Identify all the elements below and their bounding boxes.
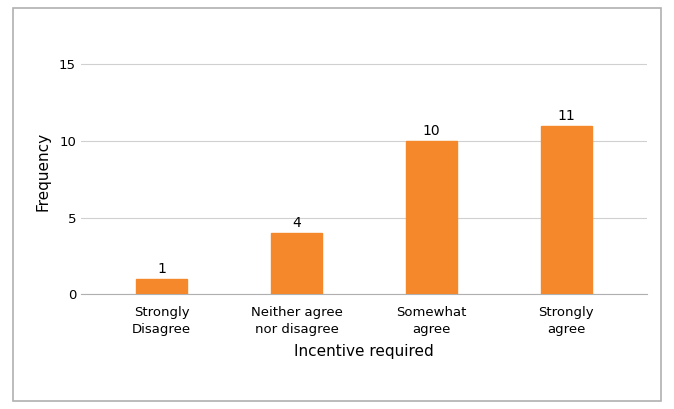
- Bar: [541, 126, 592, 294]
- Text: 11: 11: [557, 109, 575, 123]
- Y-axis label: Frequency: Frequency: [36, 132, 51, 211]
- Bar: [136, 279, 187, 294]
- Text: 10: 10: [423, 124, 440, 138]
- Text: 1: 1: [157, 262, 166, 276]
- Bar: [271, 233, 322, 294]
- Text: 4: 4: [293, 216, 301, 230]
- Bar: [406, 141, 457, 294]
- X-axis label: Incentive required: Incentive required: [294, 344, 434, 359]
